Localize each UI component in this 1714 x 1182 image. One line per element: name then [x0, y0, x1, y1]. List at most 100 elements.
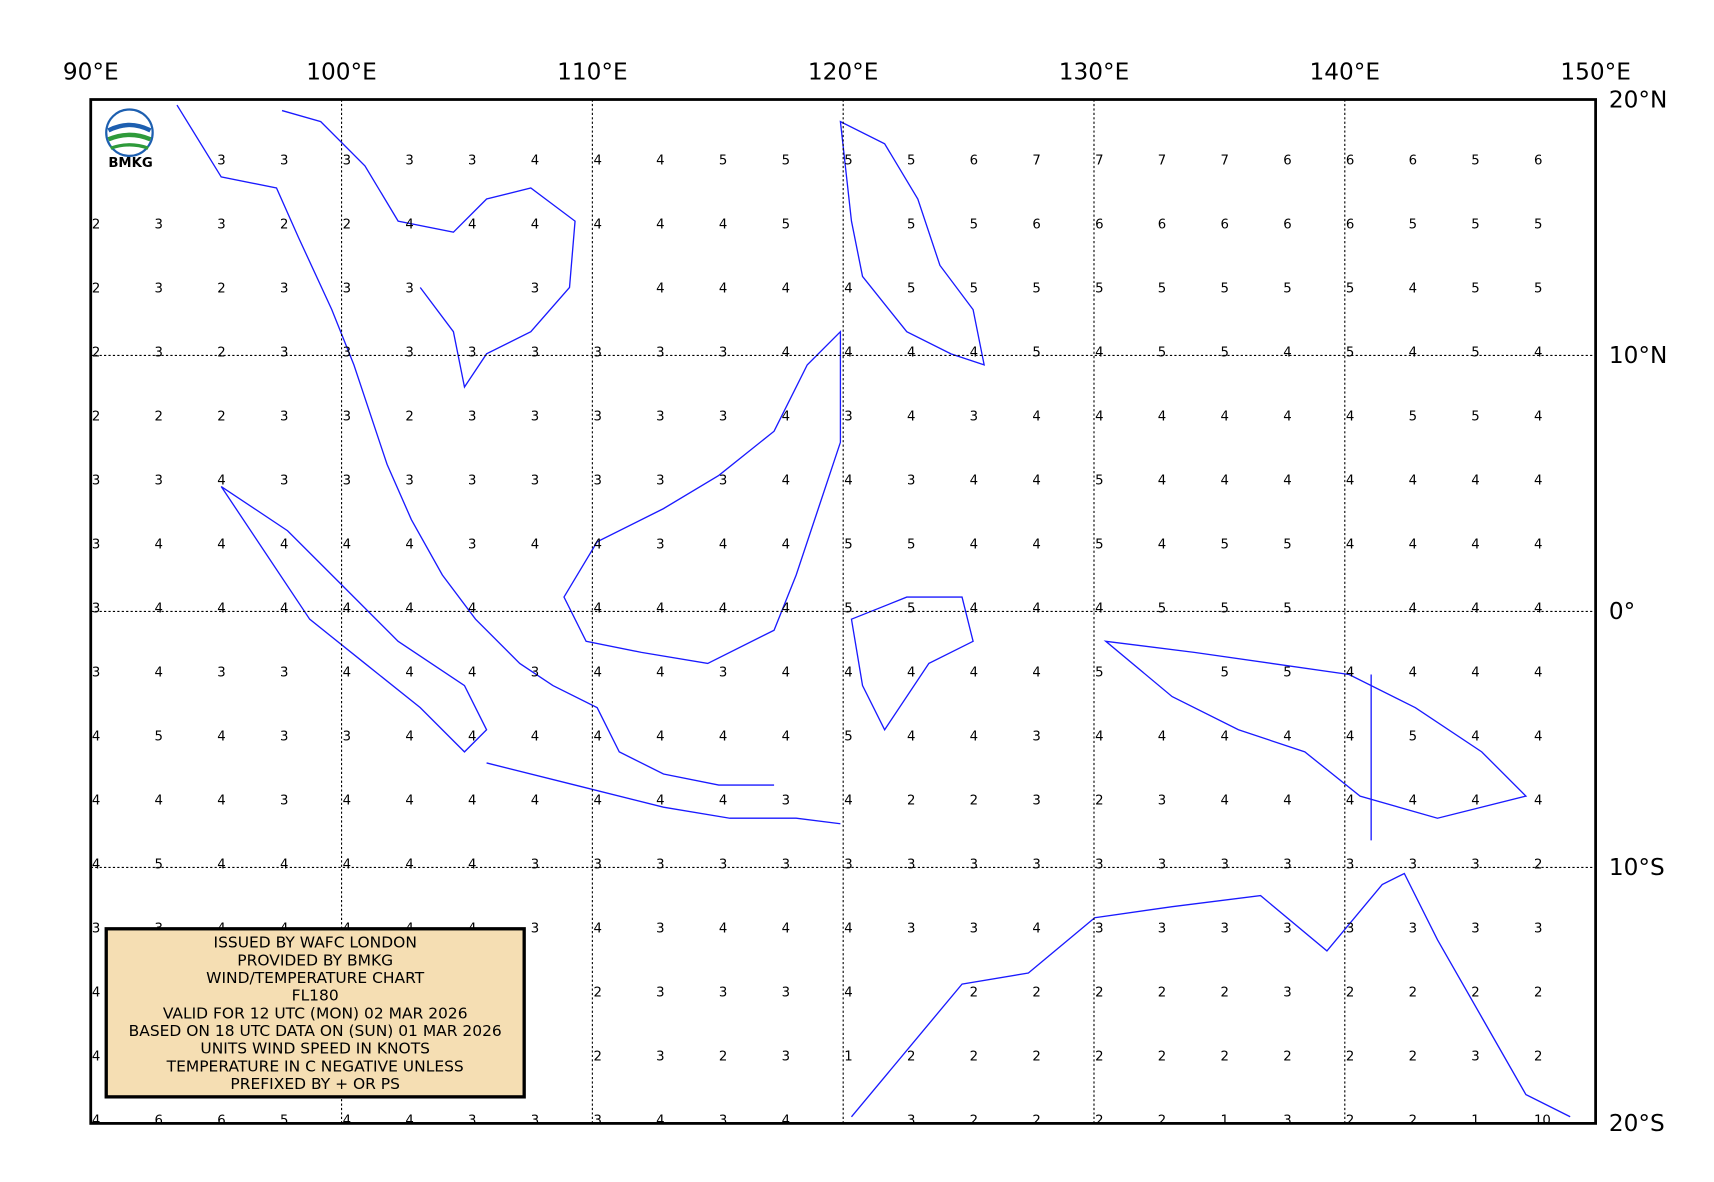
temperature: 5 [280, 1114, 288, 1129]
temperature: 3 [970, 922, 978, 937]
temperature: 2 [907, 794, 915, 809]
lat-label: 20°N [1609, 86, 1667, 113]
temperature: 5 [1221, 538, 1229, 553]
temperature: 4 [1158, 538, 1166, 553]
coast-new-guinea [1103, 640, 1528, 819]
temperature: 2 [970, 1050, 978, 1065]
temperature: 3 [155, 474, 163, 489]
logo: BMKG [105, 108, 154, 171]
temperature: 2 [92, 282, 100, 297]
temperature: 2 [1221, 986, 1229, 1001]
temperature: 4 [593, 666, 601, 681]
temperature: 5 [155, 858, 163, 873]
temperature: 2 [970, 986, 978, 1001]
temperature: 2 [1095, 1114, 1103, 1129]
temperature: 4 [531, 538, 539, 553]
temperature: 4 [1032, 602, 1040, 617]
coast-java [486, 762, 841, 825]
temperature: 4 [405, 1114, 413, 1129]
temperature: 2 [970, 794, 978, 809]
temperature: 6 [1409, 154, 1417, 169]
temperature: 4 [593, 154, 601, 169]
temperature: 3 [468, 410, 476, 425]
temperature: 5 [1158, 346, 1166, 361]
temperature: 3 [405, 282, 413, 297]
temperature: 4 [405, 602, 413, 617]
temperature: 5 [782, 218, 790, 233]
temperature: 3 [280, 282, 288, 297]
temperature: 3 [1095, 922, 1103, 937]
temperature: 6 [1346, 218, 1354, 233]
temperature: 4 [844, 474, 852, 489]
temperature: 4 [155, 538, 163, 553]
temperature: 4 [1409, 282, 1417, 297]
temperature: 4 [1283, 346, 1291, 361]
temperature: 4 [1471, 666, 1479, 681]
temperature: 6 [155, 1114, 163, 1129]
temperature: 2 [593, 1050, 601, 1065]
temperature: 4 [719, 538, 727, 553]
temperature: 7 [1095, 154, 1103, 169]
temperature: 3 [656, 346, 664, 361]
temperature: 3 [468, 474, 476, 489]
temperature: 5 [1221, 666, 1229, 681]
temperature: 4 [1095, 410, 1103, 425]
temperature: 2 [1283, 1050, 1291, 1065]
temperature: 4 [343, 1114, 351, 1129]
temperature: 3 [719, 1114, 727, 1129]
temperature: 4 [468, 218, 476, 233]
lon-label: 120°E [808, 59, 879, 86]
temperature: 4 [1534, 730, 1542, 745]
temperature: 5 [1158, 282, 1166, 297]
temperature: 5 [719, 154, 727, 169]
temperature: 4 [92, 986, 100, 1001]
temperature: 4 [1095, 602, 1103, 617]
temperature: 3 [405, 474, 413, 489]
temperature: 5 [1346, 346, 1354, 361]
temperature: 2 [92, 218, 100, 233]
temperature: 4 [593, 730, 601, 745]
temperature: 3 [280, 346, 288, 361]
temperature: 2 [1158, 1050, 1166, 1065]
temperature: 4 [593, 218, 601, 233]
temperature: 4 [844, 282, 852, 297]
info-line: UNITS WIND SPEED IN KNOTS [200, 1040, 430, 1058]
temperature: 5 [1283, 538, 1291, 553]
temperature: 4 [280, 858, 288, 873]
temperature: 4 [1346, 730, 1354, 745]
temperature: 3 [656, 986, 664, 1001]
temperature: 6 [217, 1114, 225, 1129]
temperature: 4 [719, 282, 727, 297]
temperature: 4 [1346, 794, 1354, 809]
temperature: 2 [92, 410, 100, 425]
temperature: 5 [907, 154, 915, 169]
temperature: 4 [1158, 730, 1166, 745]
temperature: 3 [719, 474, 727, 489]
temperature: 4 [1283, 474, 1291, 489]
temperature: 5 [1095, 474, 1103, 489]
temperature: 6 [1534, 154, 1542, 169]
temperature: 4 [844, 666, 852, 681]
temperature: 5 [970, 218, 978, 233]
temperature: 6 [1346, 154, 1354, 169]
temperature: 4 [1471, 538, 1479, 553]
temperature: 2 [593, 986, 601, 1001]
temperature: 4 [1409, 538, 1417, 553]
temperature: 4 [92, 794, 100, 809]
temperature: 4 [1283, 794, 1291, 809]
temperature: 4 [343, 538, 351, 553]
temperature: 4 [1346, 666, 1354, 681]
temperature: 4 [280, 538, 288, 553]
coast-sumatra [220, 485, 488, 753]
temperature: 4 [217, 858, 225, 873]
temperature: 4 [719, 922, 727, 937]
temperature: 2 [217, 346, 225, 361]
temperature: 4 [155, 666, 163, 681]
temperature: 4 [468, 730, 476, 745]
temperature: 3 [907, 858, 915, 873]
temperature: 4 [719, 794, 727, 809]
temperature: 3 [656, 538, 664, 553]
temperature: 6 [1095, 218, 1103, 233]
temperature: 2 [1158, 1114, 1166, 1129]
